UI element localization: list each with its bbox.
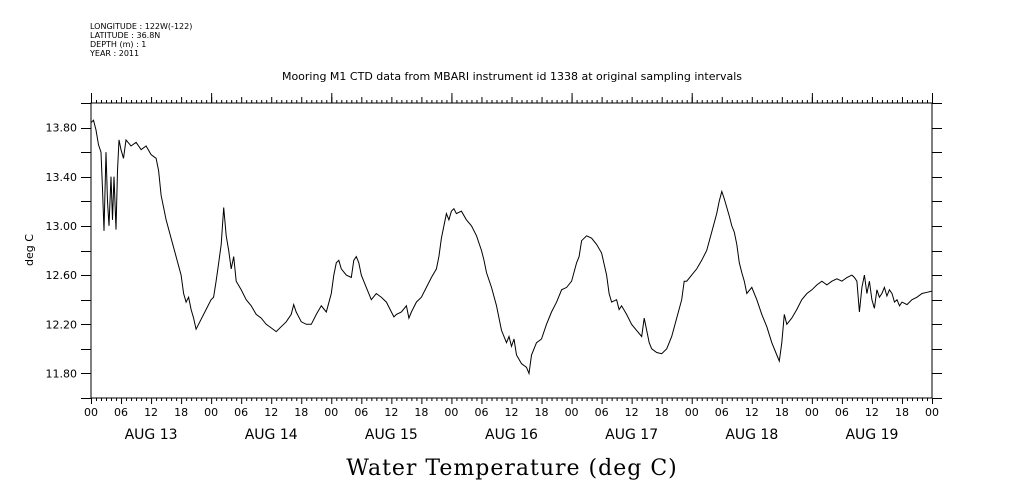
x-hour-tick-label: 18 — [775, 406, 789, 419]
meta-longitude: LONGITUDE : 122W(-122) — [90, 22, 193, 31]
x-hour-tick-label: 00 — [685, 406, 699, 419]
x-hour-tick-label: 12 — [865, 406, 879, 419]
x-hour-tick-label: 06 — [354, 406, 368, 419]
x-day-label: AUG 18 — [725, 427, 778, 443]
x-hour-tick-label: 06 — [234, 406, 248, 419]
x-hour-tick-label: 18 — [174, 406, 188, 419]
plot-frame — [90, 102, 933, 399]
x-hour-tick-label: 00 — [84, 406, 98, 419]
y-axis-label: deg C — [23, 234, 36, 266]
x-hour-tick-label: 12 — [384, 406, 398, 419]
metadata-block: LONGITUDE : 122W(-122) LATITUDE : 36.8N … — [90, 22, 192, 58]
x-day-label: AUG 15 — [365, 427, 418, 443]
x-hour-tick-label: 18 — [655, 406, 669, 419]
axis-tick-labels: 00 06 12 18 00 06 12 18 00 06 12 18 00 06 12 18 00 06 12 18… — [46, 122, 940, 443]
x-hour-tick-label: 06 — [835, 406, 849, 419]
x-hour-tick-label: 06 — [715, 406, 729, 419]
chart-title: Mooring M1 CTD data from MBARI instrumen… — [282, 70, 742, 83]
y-tick-label: 12.20 — [46, 318, 78, 331]
x-day-label: AUG 13 — [125, 427, 178, 443]
x-hour-tick-label: 00 — [805, 406, 819, 419]
x-day-label: AUG 17 — [605, 427, 658, 443]
x-hour-tick-label: 06 — [595, 406, 609, 419]
x-hour-tick-label: 18 — [414, 406, 428, 419]
meta-year: YEAR : 2011 — [90, 49, 140, 58]
y-tick-label: 12.60 — [46, 269, 78, 282]
y-tick-label: 13.40 — [46, 171, 78, 184]
series-line-water-temperature — [90, 119, 933, 376]
x-hour-tick-label: 00 — [204, 406, 218, 419]
y-tick-label: 13.80 — [46, 122, 78, 135]
x-hour-tick-label: 18 — [895, 406, 909, 419]
axis-ticks — [81, 93, 942, 404]
meta-depth: DEPTH (m) : 1 — [90, 40, 147, 49]
meta-latitude: LATITUDE : 36.8N — [90, 31, 161, 40]
x-day-label: AUG 14 — [245, 427, 298, 443]
x-hour-tick-label: 12 — [264, 406, 278, 419]
x-hour-tick-label: 12 — [745, 406, 759, 419]
x-hour-tick-label: 18 — [294, 406, 308, 419]
x-day-label: AUG 16 — [485, 427, 538, 443]
x-hour-tick-label: 12 — [625, 406, 639, 419]
x-hour-tick-label: 06 — [114, 406, 128, 419]
x-axis-label: Water Temperature (deg C) — [346, 456, 678, 481]
y-tick-label: 13.00 — [46, 220, 78, 233]
x-hour-tick-label: 00 — [925, 406, 939, 419]
y-tick-label: 11.80 — [46, 367, 78, 380]
x-hour-tick-label: 18 — [535, 406, 549, 419]
x-day-label: AUG 19 — [845, 427, 898, 443]
x-hour-tick-label: 00 — [324, 406, 338, 419]
x-hour-tick-label: 06 — [474, 406, 488, 419]
x-hour-tick-label: 12 — [144, 406, 158, 419]
x-hour-tick-label: 00 — [565, 406, 579, 419]
x-hour-tick-label: 12 — [505, 406, 519, 419]
x-hour-tick-label: 00 — [444, 406, 458, 419]
